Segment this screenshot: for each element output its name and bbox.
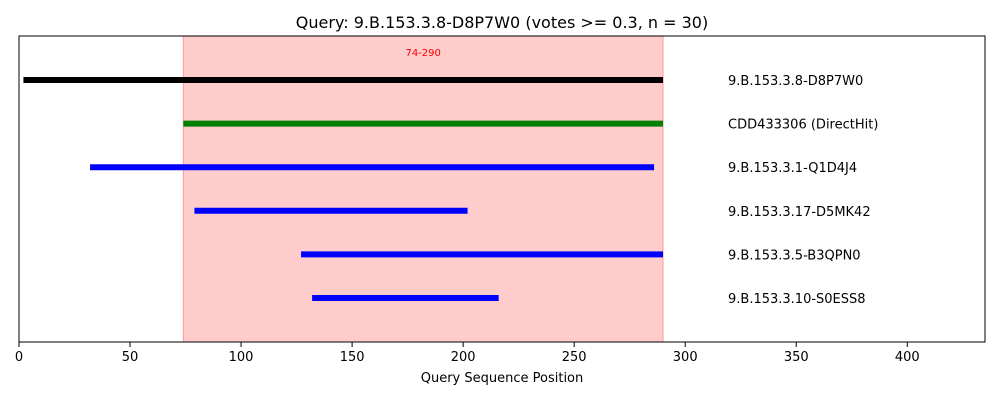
x-axis-label: Query Sequence Position — [421, 371, 584, 386]
x-tick-label: 300 — [673, 350, 698, 365]
series-label: 9.B.153.3.5-B3QPN0 — [728, 248, 861, 263]
highlight-region — [183, 36, 663, 342]
x-tick-label: 150 — [340, 350, 365, 365]
series-label: 9.B.153.3.8-D8P7W0 — [728, 74, 863, 89]
plot-area-frame — [18, 35, 986, 343]
x-tick-label: 250 — [562, 350, 587, 365]
x-tick-label: 200 — [451, 350, 476, 365]
series-label: CDD433306 (DirectHit) — [728, 118, 878, 133]
series-label: 9.B.153.3.17-D5MK42 — [728, 205, 871, 220]
x-tick-label: 100 — [229, 350, 254, 365]
chart-title: Query: 9.B.153.3.8-D8P7W0 (votes >= 0.3,… — [296, 13, 708, 32]
series-label: 9.B.153.3.10-S0ESS8 — [728, 292, 866, 307]
highlight-range-label: 74-290 — [405, 48, 440, 59]
x-tick-label: 400 — [895, 350, 920, 365]
x-tick-label: 350 — [784, 350, 809, 365]
series-label: 9.B.153.3.1-Q1D4J4 — [728, 161, 857, 176]
x-tick-label: 0 — [15, 350, 23, 365]
x-tick-label: 50 — [122, 350, 139, 365]
